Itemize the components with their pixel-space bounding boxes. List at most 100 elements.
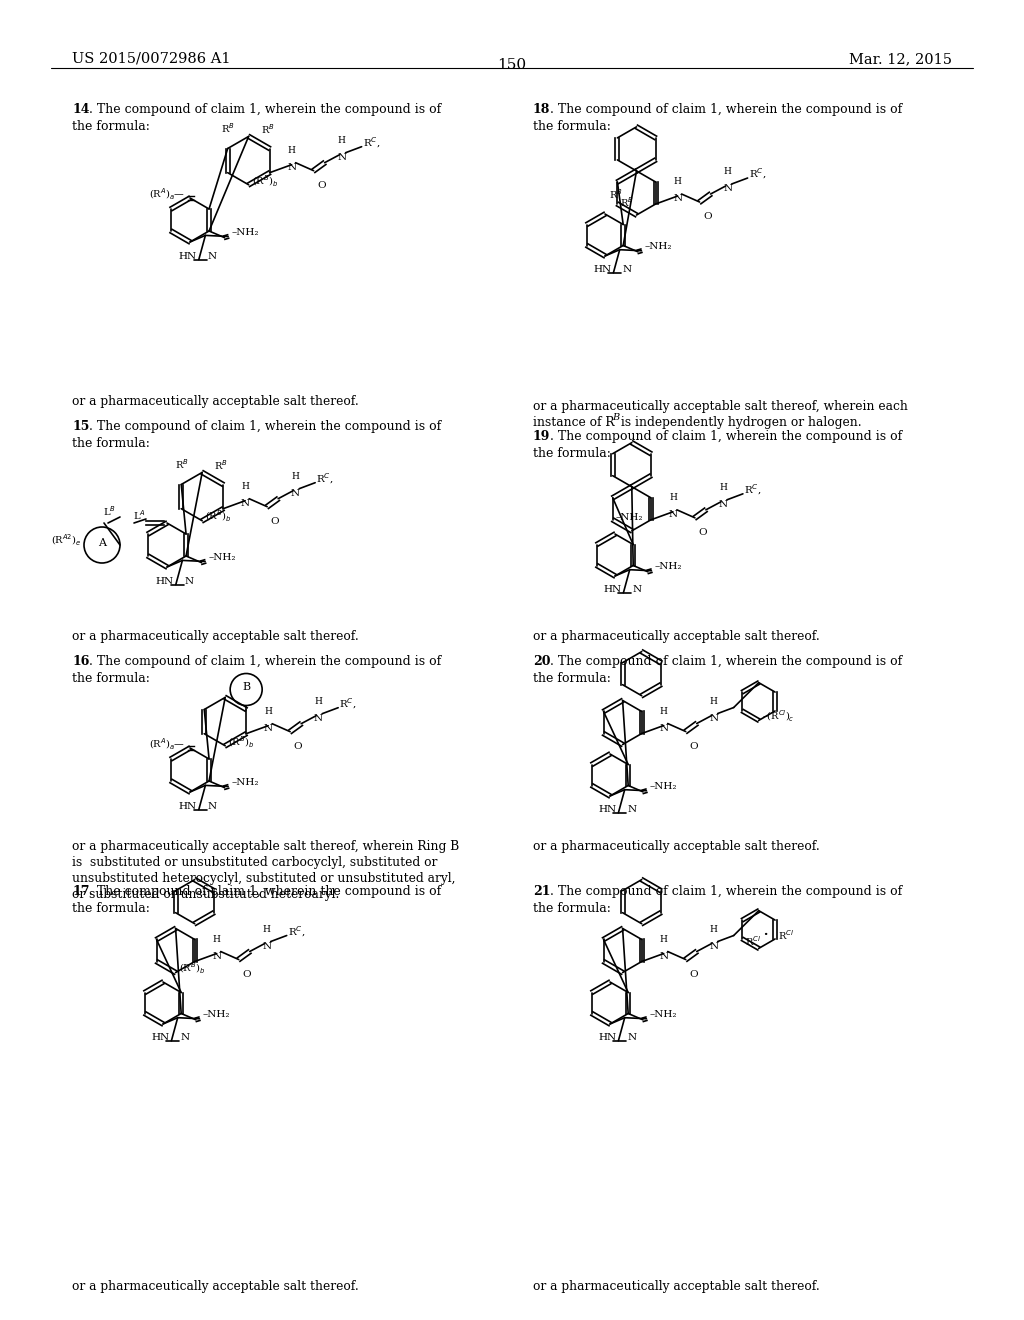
- Text: N: N: [212, 952, 221, 961]
- Text: –NH₂: –NH₂: [644, 243, 672, 251]
- Text: N: N: [669, 510, 678, 519]
- Text: or a pharmaceutically acceptable salt thereof.: or a pharmaceutically acceptable salt th…: [534, 1280, 820, 1294]
- Text: is independently hydrogen or halogen.: is independently hydrogen or halogen.: [617, 416, 861, 429]
- Text: US 2015/0072986 A1: US 2015/0072986 A1: [72, 51, 230, 66]
- Text: A: A: [98, 539, 106, 548]
- Text: H: H: [659, 935, 668, 944]
- Text: or a pharmaceutically acceptable salt thereof.: or a pharmaceutically acceptable salt th…: [534, 840, 820, 853]
- Text: the formula:: the formula:: [534, 447, 611, 459]
- Text: O: O: [243, 969, 251, 978]
- Text: the formula:: the formula:: [72, 902, 150, 915]
- Text: . The compound of claim 1, wherein the compound is of: . The compound of claim 1, wherein the c…: [550, 655, 902, 668]
- Text: –NH₂: –NH₂: [231, 777, 259, 787]
- Text: is  substituted or unsubstituted carbocyclyl, substituted or: is substituted or unsubstituted carbocyc…: [72, 855, 437, 869]
- Text: H: H: [288, 145, 296, 154]
- Text: N: N: [723, 183, 732, 193]
- Text: H: H: [291, 471, 299, 480]
- Text: N: N: [673, 194, 682, 203]
- Text: 17: 17: [72, 884, 89, 898]
- Text: R$^B$: R$^B$: [214, 459, 228, 473]
- Text: the formula:: the formula:: [72, 437, 150, 450]
- Text: . The compound of claim 1, wherein the compound is of: . The compound of claim 1, wherein the c…: [550, 103, 902, 116]
- Text: H: H: [674, 177, 682, 186]
- Text: R$^C$,: R$^C$,: [743, 483, 762, 498]
- Text: –(R$^{Cl}$)$_c$: –(R$^{Cl}$)$_c$: [762, 709, 795, 725]
- Text: the formula:: the formula:: [534, 120, 611, 133]
- Text: . The compound of claim 1, wherein the compound is of: . The compound of claim 1, wherein the c…: [89, 884, 441, 898]
- Text: H: H: [710, 697, 718, 705]
- Text: HN: HN: [152, 1034, 170, 1043]
- Text: N: N: [262, 941, 271, 950]
- Text: R$^B$: R$^B$: [261, 123, 274, 136]
- Text: N: N: [208, 803, 217, 810]
- Text: –NH₂: –NH₂: [231, 228, 259, 238]
- Text: O: O: [689, 742, 698, 751]
- Text: 20: 20: [534, 655, 551, 668]
- Text: R$^C$,: R$^C$,: [339, 697, 356, 711]
- Text: N: N: [710, 941, 718, 950]
- Text: H: H: [314, 697, 323, 706]
- Text: –NH₂: –NH₂: [654, 562, 682, 572]
- Text: or a pharmaceutically acceptable salt thereof.: or a pharmaceutically acceptable salt th…: [534, 630, 820, 643]
- Text: –NH₂: –NH₂: [203, 1010, 230, 1019]
- Text: the formula:: the formula:: [72, 672, 150, 685]
- Text: R$^B$: R$^B$: [608, 187, 623, 201]
- Text: or a pharmaceutically acceptable salt thereof.: or a pharmaceutically acceptable salt th…: [72, 1280, 358, 1294]
- Text: .: .: [762, 921, 768, 939]
- Text: 15: 15: [72, 420, 89, 433]
- Text: –NH₂: –NH₂: [615, 513, 643, 523]
- Text: HN: HN: [593, 265, 611, 275]
- Text: L$^A$: L$^A$: [133, 508, 146, 521]
- Text: N: N: [659, 952, 669, 961]
- Text: R$^B$: R$^B$: [221, 121, 234, 136]
- Text: N: N: [313, 714, 323, 723]
- Text: –NH₂: –NH₂: [649, 1010, 677, 1019]
- Text: . The compound of claim 1, wherein the compound is of: . The compound of claim 1, wherein the c…: [89, 655, 441, 668]
- Text: HN: HN: [603, 585, 622, 594]
- Text: or a pharmaceutically acceptable salt thereof.: or a pharmaceutically acceptable salt th…: [72, 630, 358, 643]
- Text: H: H: [263, 924, 270, 933]
- Text: 21: 21: [534, 884, 551, 898]
- Text: H: H: [338, 136, 345, 145]
- Text: N: N: [623, 265, 632, 275]
- Text: H: H: [724, 168, 731, 176]
- Text: B: B: [612, 413, 620, 422]
- Text: R$^C$,: R$^C$,: [362, 136, 380, 150]
- Text: or a pharmaceutically acceptable salt thereof.: or a pharmaceutically acceptable salt th…: [72, 395, 358, 408]
- Text: N: N: [291, 488, 300, 498]
- Text: the formula:: the formula:: [534, 672, 611, 685]
- Text: 150: 150: [498, 58, 526, 73]
- Text: (R$^B$)$_b$: (R$^B$)$_b$: [228, 734, 254, 750]
- Text: 19: 19: [534, 430, 550, 444]
- Text: R$^B$: R$^B$: [621, 195, 634, 209]
- Text: R$^C$,: R$^C$,: [316, 471, 334, 486]
- Text: 16: 16: [72, 655, 89, 668]
- Text: O: O: [317, 181, 326, 190]
- Text: H: H: [719, 483, 727, 492]
- Text: O: O: [703, 213, 712, 220]
- Text: or substituted or unsubstituted heteroaryl.: or substituted or unsubstituted heteroar…: [72, 888, 339, 902]
- Text: H: H: [669, 492, 677, 502]
- Text: N: N: [241, 499, 250, 508]
- Text: (R$^B$)$_b$: (R$^B$)$_b$: [178, 961, 205, 977]
- Text: R$^{Cl}$: R$^{Cl}$: [745, 935, 762, 948]
- Text: B: B: [242, 682, 250, 693]
- Text: N: N: [287, 162, 296, 172]
- Text: (R$^{A2}$)$_e$: (R$^{A2}$)$_e$: [50, 532, 81, 548]
- Text: N: N: [337, 153, 346, 162]
- Text: N: N: [628, 1034, 637, 1043]
- Text: –NH₂: –NH₂: [208, 553, 236, 562]
- Text: . The compound of claim 1, wherein the compound is of: . The compound of claim 1, wherein the c…: [89, 420, 441, 433]
- Text: L$^B$: L$^B$: [103, 504, 116, 517]
- Text: N: N: [263, 723, 272, 733]
- Text: O: O: [698, 528, 708, 537]
- Text: . The compound of claim 1, wherein the compound is of: . The compound of claim 1, wherein the c…: [550, 884, 902, 898]
- Text: HN: HN: [156, 577, 174, 586]
- Text: R$^C$,: R$^C$,: [288, 924, 305, 939]
- Text: HN: HN: [179, 803, 197, 810]
- Text: or a pharmaceutically acceptable salt thereof, wherein Ring B: or a pharmaceutically acceptable salt th…: [72, 840, 459, 853]
- Text: HN: HN: [598, 1034, 616, 1043]
- Text: H: H: [710, 924, 718, 933]
- Text: (R$^B$)$_b$: (R$^B$)$_b$: [205, 510, 231, 524]
- Text: unsubstituted heterocyclyl, substituted or unsubstituted aryl,: unsubstituted heterocyclyl, substituted …: [72, 873, 456, 884]
